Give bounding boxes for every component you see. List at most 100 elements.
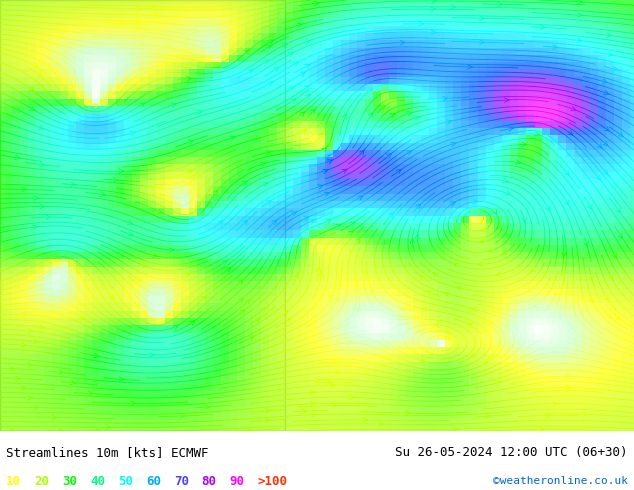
FancyArrowPatch shape	[218, 220, 223, 225]
FancyArrowPatch shape	[249, 336, 254, 340]
FancyArrowPatch shape	[187, 76, 192, 81]
FancyArrowPatch shape	[379, 422, 384, 426]
FancyArrowPatch shape	[266, 150, 271, 155]
FancyArrowPatch shape	[546, 414, 551, 418]
FancyArrowPatch shape	[28, 395, 33, 400]
FancyArrowPatch shape	[301, 72, 305, 76]
FancyArrowPatch shape	[546, 206, 550, 211]
FancyArrowPatch shape	[389, 213, 393, 218]
FancyArrowPatch shape	[106, 47, 111, 51]
FancyArrowPatch shape	[356, 238, 360, 243]
FancyArrowPatch shape	[368, 113, 373, 118]
FancyArrowPatch shape	[151, 4, 156, 8]
FancyArrowPatch shape	[136, 88, 141, 92]
FancyArrowPatch shape	[311, 109, 315, 114]
FancyArrowPatch shape	[503, 250, 508, 254]
FancyArrowPatch shape	[283, 43, 287, 48]
FancyArrowPatch shape	[95, 429, 101, 433]
FancyArrowPatch shape	[15, 155, 20, 160]
FancyArrowPatch shape	[330, 383, 335, 388]
FancyArrowPatch shape	[612, 67, 618, 71]
FancyArrowPatch shape	[119, 169, 124, 173]
Text: 50: 50	[118, 475, 133, 488]
FancyArrowPatch shape	[311, 402, 316, 406]
FancyArrowPatch shape	[305, 64, 310, 68]
FancyArrowPatch shape	[240, 310, 245, 314]
FancyArrowPatch shape	[127, 232, 134, 236]
FancyArrowPatch shape	[157, 209, 162, 213]
FancyArrowPatch shape	[100, 84, 104, 89]
FancyArrowPatch shape	[127, 220, 133, 224]
FancyArrowPatch shape	[470, 355, 475, 359]
FancyArrowPatch shape	[431, 30, 436, 34]
FancyArrowPatch shape	[380, 106, 385, 110]
FancyArrowPatch shape	[40, 204, 45, 209]
FancyArrowPatch shape	[33, 225, 38, 229]
FancyArrowPatch shape	[467, 65, 473, 69]
FancyArrowPatch shape	[329, 294, 333, 299]
FancyArrowPatch shape	[311, 413, 316, 417]
FancyArrowPatch shape	[450, 202, 455, 206]
FancyArrowPatch shape	[335, 370, 340, 375]
FancyArrowPatch shape	[71, 68, 75, 73]
FancyArrowPatch shape	[289, 87, 294, 91]
FancyArrowPatch shape	[447, 120, 452, 124]
Text: 70: 70	[174, 475, 189, 488]
FancyArrowPatch shape	[88, 67, 92, 72]
FancyArrowPatch shape	[63, 282, 68, 287]
FancyArrowPatch shape	[22, 312, 27, 317]
FancyArrowPatch shape	[324, 192, 330, 196]
FancyArrowPatch shape	[238, 280, 243, 285]
FancyArrowPatch shape	[295, 273, 299, 278]
FancyArrowPatch shape	[93, 104, 98, 108]
FancyArrowPatch shape	[418, 22, 424, 26]
FancyArrowPatch shape	[387, 153, 391, 158]
FancyArrowPatch shape	[374, 319, 378, 325]
FancyArrowPatch shape	[248, 70, 253, 74]
FancyArrowPatch shape	[315, 378, 320, 382]
FancyArrowPatch shape	[130, 52, 136, 56]
FancyArrowPatch shape	[190, 321, 195, 325]
FancyArrowPatch shape	[562, 354, 567, 358]
FancyArrowPatch shape	[557, 313, 562, 318]
FancyArrowPatch shape	[318, 185, 323, 189]
FancyArrowPatch shape	[342, 169, 347, 173]
FancyArrowPatch shape	[193, 28, 198, 33]
FancyArrowPatch shape	[515, 160, 521, 164]
FancyArrowPatch shape	[335, 297, 339, 302]
FancyArrowPatch shape	[327, 219, 332, 223]
FancyArrowPatch shape	[137, 277, 142, 282]
FancyArrowPatch shape	[302, 129, 306, 134]
FancyArrowPatch shape	[604, 295, 609, 300]
FancyArrowPatch shape	[291, 99, 296, 103]
FancyArrowPatch shape	[568, 131, 573, 135]
FancyArrowPatch shape	[578, 368, 583, 373]
FancyArrowPatch shape	[399, 315, 404, 319]
FancyArrowPatch shape	[319, 133, 323, 138]
FancyArrowPatch shape	[268, 82, 273, 86]
FancyArrowPatch shape	[306, 40, 311, 44]
FancyArrowPatch shape	[588, 204, 592, 209]
FancyArrowPatch shape	[51, 309, 56, 314]
FancyArrowPatch shape	[201, 296, 206, 301]
FancyArrowPatch shape	[266, 418, 271, 423]
FancyArrowPatch shape	[603, 141, 608, 146]
FancyArrowPatch shape	[89, 391, 94, 395]
FancyArrowPatch shape	[552, 45, 558, 49]
FancyArrowPatch shape	[612, 253, 617, 258]
FancyArrowPatch shape	[481, 227, 486, 232]
FancyArrowPatch shape	[503, 178, 508, 183]
FancyArrowPatch shape	[130, 131, 136, 136]
FancyArrowPatch shape	[545, 345, 550, 350]
FancyArrowPatch shape	[226, 268, 231, 272]
FancyArrowPatch shape	[479, 240, 484, 244]
FancyArrowPatch shape	[22, 386, 27, 391]
FancyArrowPatch shape	[577, 38, 583, 43]
FancyArrowPatch shape	[222, 261, 227, 265]
FancyArrowPatch shape	[410, 239, 415, 243]
FancyArrowPatch shape	[108, 35, 113, 40]
FancyArrowPatch shape	[498, 2, 503, 6]
FancyArrowPatch shape	[342, 114, 346, 119]
FancyArrowPatch shape	[16, 376, 21, 381]
FancyArrowPatch shape	[569, 325, 574, 330]
